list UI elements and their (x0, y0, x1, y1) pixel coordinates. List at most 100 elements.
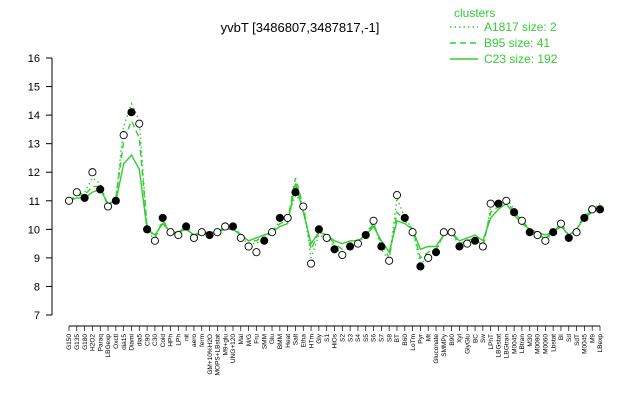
data-point (197, 228, 206, 237)
data-point (111, 196, 120, 205)
data-point (314, 225, 323, 234)
x-tick-label: LBGexp (105, 334, 112, 358)
x-tick-label: SMM (261, 334, 268, 349)
data-point (439, 228, 448, 237)
series-line (68, 118, 601, 261)
x-tick-label: LPhT (488, 334, 495, 350)
y-axis: 7 8 9 10 11 12 13 14 15 16 (28, 53, 53, 322)
data-point (361, 230, 370, 240)
data-point (385, 256, 394, 265)
data-point (150, 236, 159, 245)
x-tick-label: S7 (379, 334, 386, 342)
data-point (182, 222, 191, 231)
x-tick-label: S6 (371, 334, 378, 342)
data-point (486, 199, 495, 208)
x-tick-label: S1 (324, 334, 331, 342)
data-point (135, 119, 144, 128)
x-tick-label: B60 (402, 334, 409, 346)
data-point (494, 199, 503, 208)
y-tick-label: 11 (29, 196, 40, 208)
data-point (260, 236, 269, 245)
x-tick-label: B90 (449, 334, 456, 346)
y-tick-label: 12 (28, 167, 40, 179)
x-tick-label: G150 (66, 334, 73, 350)
x-tick-label: G135 (74, 334, 81, 350)
y-tick-label: 8 (34, 281, 40, 293)
data-point (525, 228, 534, 237)
legend: clusters A1817 size: 2 B95 size: 41 C23 si… (450, 6, 558, 66)
x-tick-label: LBexp (597, 334, 604, 353)
data-point (408, 228, 417, 237)
x-tick-label: nit (183, 334, 190, 341)
data-point (588, 205, 597, 214)
x-tick-label: LoTm (410, 334, 417, 351)
data-point (471, 236, 480, 245)
y-tick-label: 15 (28, 82, 40, 94)
legend-title: clusters (454, 6, 495, 20)
data-point (80, 193, 89, 202)
series-line (68, 153, 601, 254)
x-tick-label: G180 (82, 334, 89, 350)
data-point (533, 230, 542, 240)
x-tick-label: M0045 (582, 334, 589, 354)
data-point (244, 242, 253, 251)
x-tick-label: BT (394, 334, 401, 342)
data-point (96, 185, 105, 194)
data-point (580, 213, 589, 222)
data-point (502, 196, 511, 205)
y-tick-label: 14 (28, 110, 40, 122)
x-tick-label: GlyGlu (464, 334, 471, 354)
x-tick-label: S8 (386, 334, 393, 342)
x-tick-label: S4 (355, 334, 362, 342)
data-point (127, 108, 136, 117)
data-point (338, 250, 347, 260)
x-tick-label: Gly (316, 333, 323, 344)
data-point (103, 202, 113, 211)
x-tick-label: SMMPy (441, 333, 448, 357)
x-tick-label: Lbstat (550, 334, 557, 352)
series-line (68, 101, 601, 265)
x-tick-label: aero (191, 334, 198, 347)
y-tick-label: 16 (28, 53, 40, 65)
chart-title: yvbT [3486807,3487817,-1] (221, 20, 380, 35)
data-point (424, 253, 433, 262)
data-point (267, 228, 277, 237)
data-point (447, 228, 456, 237)
data-point (431, 248, 441, 257)
x-tick-label: M0090 (535, 334, 542, 354)
legend-entry: A1817 size: 2 (484, 20, 557, 34)
data-point (213, 228, 222, 237)
y-tick-label: 7 (34, 310, 40, 322)
x-tick-label: BI (558, 334, 565, 340)
data-point (377, 242, 386, 251)
data-point (158, 213, 167, 222)
x-tick-label: MOPS+LBstat (215, 334, 222, 376)
data-point (455, 242, 464, 251)
data-point (205, 230, 214, 240)
x-tick-label: LBtran (519, 334, 526, 354)
x-tick-label: Etha (300, 334, 307, 348)
y-tick-label: 10 (28, 224, 40, 236)
data-point (307, 259, 316, 268)
data-point (463, 239, 472, 248)
x-tick-label: M9+glu (222, 334, 229, 356)
x-tick-label: SdT (574, 334, 581, 346)
x-tick-label: Glu (269, 334, 276, 345)
x-tick-label: Xyl (457, 333, 464, 343)
x-tick-label: M30 (527, 334, 534, 347)
x-tick-label: M0060 (543, 334, 550, 354)
data-point (119, 131, 128, 140)
x-tick-label: Cold (160, 334, 167, 348)
data-point (228, 222, 238, 231)
x-tick-label: LBGtran (503, 334, 510, 359)
data-point (400, 213, 409, 222)
x-tick-label: S5 (363, 334, 370, 342)
data-point (275, 213, 284, 222)
x-tick-label: S2 (340, 334, 347, 342)
data-point (88, 168, 97, 177)
data-point (291, 188, 300, 197)
data-point (166, 228, 175, 237)
x-tick-label: Fru (254, 334, 261, 344)
x-tick-label: Sw (480, 334, 487, 343)
data-point (517, 216, 526, 225)
